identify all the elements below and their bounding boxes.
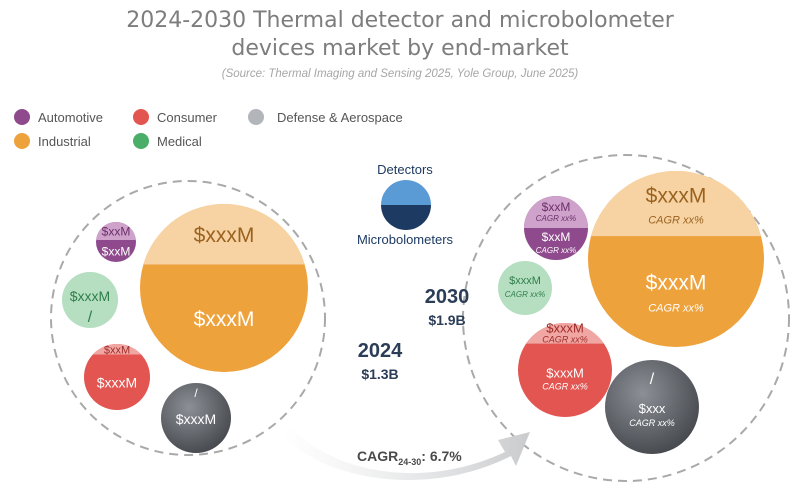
bubble-2030-medical-bottom bbox=[498, 261, 552, 315]
chart-title-line1: 2024-2030 Thermal detector and microbolo… bbox=[126, 8, 675, 33]
bubble-2024-medical: $xxxM / bbox=[62, 272, 118, 328]
bubble-2024-defense-aerospace-bottom bbox=[161, 383, 231, 453]
bubble-2030-consumer-top-cagr: CAGR xx% bbox=[542, 334, 588, 344]
key-detectors-half bbox=[381, 180, 431, 205]
legend-label-medical: Medical bbox=[157, 134, 202, 149]
bubble-2024-defense-aerospace-top-label: / bbox=[194, 386, 198, 400]
legend-swatch-defense bbox=[248, 109, 264, 125]
key-detectors-label: Detectors bbox=[377, 162, 433, 177]
bubble-2030-consumer-bottom-label: $xxxM bbox=[546, 365, 584, 380]
year-label-2030: 2030 bbox=[425, 286, 470, 308]
cagr-value: : 6.7% bbox=[421, 448, 462, 464]
legend-label-industrial: Industrial bbox=[38, 134, 91, 149]
bubble-2030-automotive-top-label: $xxM bbox=[542, 200, 571, 214]
bubble-2024-defense-aerospace: / $xxxM bbox=[161, 383, 231, 453]
key-microbolometers-half bbox=[381, 205, 431, 230]
cagr-prefix: CAGR bbox=[357, 448, 398, 464]
bubble-2030-consumer-bottom-cagr: CAGR xx% bbox=[542, 381, 588, 391]
bubble-2024-medical-bottom-label: / bbox=[88, 309, 93, 326]
bubble-2024-automotive-top-label: $xxM bbox=[102, 225, 131, 239]
bubble-2024-consumer-bottom bbox=[84, 344, 150, 410]
legend-label-consumer: Consumer bbox=[157, 110, 218, 125]
legend-swatch-consumer bbox=[133, 109, 149, 125]
bubble-2030-medical: $xxxM CAGR xx% bbox=[498, 261, 552, 315]
bubbles-layer: $xxM$xxM$xxxM$xxxM$xxxM/$xxM$xxxM/$xxxM$… bbox=[62, 170, 764, 454]
total-2024: $1.3B bbox=[361, 366, 398, 382]
cagr-subscript: 24-30 bbox=[398, 457, 421, 467]
year-label-2024: 2024 bbox=[358, 340, 403, 362]
bubble-2030-automotive-bottom-label: $xxM bbox=[542, 230, 571, 244]
cagr-label: CAGR24-30: 6.7% bbox=[357, 448, 462, 467]
bubble-2024-consumer: $xxM $xxxM bbox=[84, 344, 150, 410]
bubble-2030-defense-aerospace-bottom bbox=[605, 360, 699, 454]
bubble-2030-automotive-top-cagr: CAGR xx% bbox=[536, 214, 576, 223]
bubble-2024-defense-aerospace-bottom-label: $xxxM bbox=[176, 411, 216, 427]
bubble-2024-industrial-top-label: $xxxM bbox=[194, 224, 255, 247]
bubble-2030-defense-aerospace: / $xxx CAGR xx% bbox=[605, 360, 699, 454]
bubble-2030-consumer-top-label: $xxxM bbox=[546, 320, 584, 335]
bubble-2030-industrial-top bbox=[591, 170, 761, 237]
bubble-2024-consumer-top bbox=[92, 344, 142, 355]
total-2030: $1.9B bbox=[428, 312, 465, 328]
bubble-2030-defense-aerospace-top-label: / bbox=[650, 371, 655, 388]
bubble-2024-automotive-bottom-label: $xxM bbox=[102, 245, 131, 259]
bubble-2024-automotive-top bbox=[96, 221, 136, 240]
bubble-2024-consumer-top-label: $xxM bbox=[104, 344, 130, 356]
bubble-2024-medical-top-label: $xxxM bbox=[70, 288, 110, 304]
bubble-2030-industrial-bottom-cagr: CAGR xx% bbox=[648, 303, 704, 315]
legend-swatch-automotive bbox=[14, 109, 30, 125]
bubble-2024-industrial-top bbox=[143, 203, 305, 265]
outer-circle-2030 bbox=[462, 154, 790, 482]
outer-circle-2024 bbox=[50, 180, 326, 456]
legend-label-defense: Defense & Aerospace bbox=[277, 110, 403, 125]
bubble-2024-medical-top bbox=[62, 272, 118, 300]
legend-label-automotive: Automotive bbox=[38, 110, 103, 125]
legend-swatch-industrial bbox=[14, 133, 30, 149]
bubble-2024-industrial-bottom-label: $xxxM bbox=[194, 308, 255, 331]
bubble-2030-defense-aerospace-bottom-label: $xxx bbox=[639, 401, 666, 416]
chart-source: (Source: Thermal Imaging and Sensing 202… bbox=[222, 68, 579, 80]
key-microbolometers-label: Microbolometers bbox=[357, 232, 454, 247]
bubble-2030-industrial: $xxxM CAGR xx% $xxxM CAGR xx% bbox=[588, 170, 764, 347]
bubble-2030-medical-top-cagr: CAGR xx% bbox=[505, 290, 545, 299]
bubble-2030-industrial-bottom-label: $xxxM bbox=[646, 272, 707, 295]
bubble-2030-medical-top-label: $xxxM bbox=[509, 275, 541, 287]
bubble-2030-consumer-top bbox=[526, 322, 604, 344]
bubble-2024-consumer-bottom-label: $xxxM bbox=[97, 375, 137, 391]
bubble-2030-consumer-bottom bbox=[518, 323, 612, 417]
bubble-2024-industrial: $xxxM $xxxM bbox=[140, 203, 308, 372]
bubble-2024-automotive: $xxM $xxM bbox=[96, 221, 136, 262]
bubble-2030-automotive-bottom-cagr: CAGR xx% bbox=[536, 246, 576, 255]
bubble-2030-industrial-top-label: $xxxM bbox=[646, 185, 707, 208]
legend: Automotive Consumer Defense & Aerospace … bbox=[14, 109, 403, 149]
bubble-2030-automotive-top bbox=[524, 196, 588, 228]
bubble-2030-defense-aerospace-bottom-cagr: CAGR xx% bbox=[629, 418, 675, 428]
growth-arrow bbox=[283, 428, 530, 480]
bubble-2030-industrial-top-cagr: CAGR xx% bbox=[648, 215, 704, 227]
split-key: Detectors Microbolometers bbox=[357, 162, 454, 247]
legend-swatch-medical bbox=[133, 133, 149, 149]
chart-title-line2: devices market by end-market bbox=[231, 36, 569, 61]
